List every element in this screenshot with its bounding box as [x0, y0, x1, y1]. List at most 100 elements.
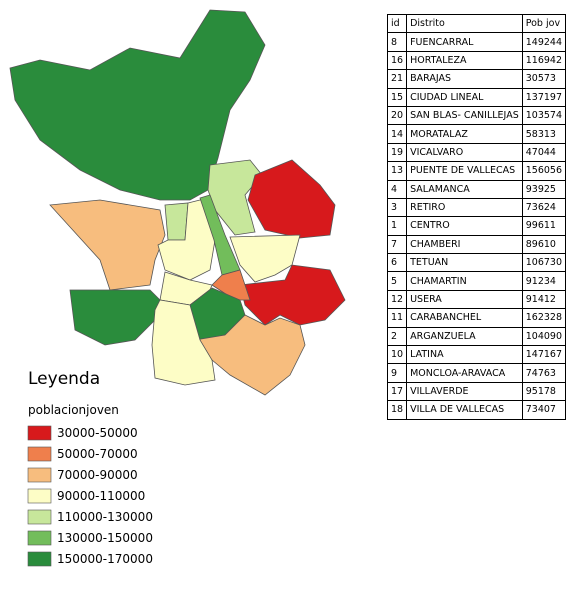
table-cell: 137197: [521, 87, 567, 107]
table-cell: PUENTE DE VALLECAS: [406, 161, 523, 181]
table-row: 7 CHAMBERI 89610: [386, 234, 567, 255]
district: [239, 264, 346, 326]
table-cell: 16: [386, 50, 408, 71]
table-cell: LATINA: [406, 345, 523, 365]
table-cell: 103574: [521, 105, 567, 126]
table-cell: RETIRO: [406, 197, 523, 218]
table-cell: SAN BLAS- CANILLEJAS: [406, 105, 523, 126]
table-cell: CHAMBERI: [406, 234, 523, 255]
districts: [9, 9, 346, 396]
table-row: 11 CARABANCHEL 162328: [386, 308, 567, 328]
table-cell: Distrito: [406, 13, 523, 34]
table-row: 4 SALAMANCA 93925: [386, 179, 567, 199]
table-cell: 162328: [521, 308, 567, 328]
table-row: 9 MONCLOA-ARAVACA 74763: [386, 363, 567, 383]
table-cell: 104090: [521, 326, 567, 347]
legend-swatch: [27, 425, 52, 441]
table-cell: 47044: [521, 142, 567, 163]
legend-label: 150000-170000: [57, 552, 153, 566]
table-cell: 7: [386, 234, 408, 255]
table-cell: 74763: [521, 363, 567, 383]
table-cell: CHAMARTIN: [406, 271, 523, 291]
table-cell: 116942: [521, 50, 567, 71]
table-cell: 19: [386, 142, 408, 163]
table-cell: 17: [386, 381, 408, 402]
table-row: 6 TETUAN 106730: [386, 253, 567, 273]
table-cell: 156056: [521, 161, 567, 181]
legend-swatch: [27, 488, 52, 504]
table-cell: BARAJAS: [406, 69, 523, 89]
district-table: id Distrito Pob jov 8 FUENCARRAL 149244 16 HORT…: [386, 13, 567, 420]
legend-swatch: [27, 509, 52, 525]
table-row: 5 CHAMARTIN 91234: [386, 271, 567, 291]
table-row: 14 MORATALAZ 58313: [386, 124, 567, 144]
legend-label: 130000-150000: [57, 531, 153, 545]
table-cell: Pob jov: [521, 13, 567, 34]
table-cell: 20: [386, 105, 408, 126]
district: [164, 202, 189, 241]
legend-label: 50000-70000: [57, 447, 138, 461]
table-row: 2 ARGANZUELA 104090: [386, 326, 567, 347]
district: [151, 299, 216, 386]
table-cell: 9: [386, 363, 408, 383]
legend-swatch: [27, 467, 52, 483]
table-cell: 13: [386, 161, 408, 181]
table-cell: 91234: [521, 271, 567, 291]
table-cell: 2: [386, 326, 408, 347]
table-cell: 149244: [521, 32, 567, 52]
table-row: 19 VICALVARO 47044: [386, 142, 567, 163]
table-cell: USERA: [406, 289, 523, 310]
table-cell: 15: [386, 87, 408, 107]
district: [69, 289, 161, 346]
table-cell: 5: [386, 271, 408, 291]
table-cell: 58313: [521, 124, 567, 144]
table-row: 18 VILLA DE VALLECAS 73407: [386, 400, 567, 420]
map: Leyenda poblacionjoven 30000-50000 50000-…: [9, 9, 346, 567]
legend-swatch: [27, 530, 52, 546]
table-cell: 99611: [521, 216, 567, 236]
table-row: 1 CENTRO 99611: [386, 216, 567, 236]
table-cell: MORATALAZ: [406, 124, 523, 144]
legend-swatch: [27, 446, 52, 462]
table-cell: CENTRO: [406, 216, 523, 236]
table-cell: 89610: [521, 234, 567, 255]
legend-label: 70000-90000: [57, 468, 138, 482]
legend-label: 110000-130000: [57, 510, 153, 524]
table-cell: 21: [386, 69, 408, 89]
table-cell: 3: [386, 197, 408, 218]
table-cell: id: [386, 13, 408, 34]
table-row: 3 RETIRO 73624: [386, 197, 567, 218]
district: [49, 199, 166, 291]
table-row: 17 VILLAVERDE 95178: [386, 381, 567, 402]
table-cell: 1: [386, 216, 408, 236]
table-cell: 10: [386, 345, 408, 365]
table-cell: VILLA DE VALLECAS: [406, 400, 523, 420]
table-row: 8 FUENCARRAL 149244: [386, 32, 567, 52]
table-cell: 8: [386, 32, 408, 52]
legend-subtitle: poblacionjoven: [28, 403, 119, 417]
table-cell: VICALVARO: [406, 142, 523, 163]
table-row: 20 SAN BLAS- CANILLEJAS 103574: [386, 105, 567, 126]
district: [9, 9, 266, 201]
table-cell: 12: [386, 289, 408, 310]
table-cell: 91412: [521, 289, 567, 310]
table-cell: CARABANCHEL: [406, 308, 523, 328]
table-cell: CIUDAD LINEAL: [406, 87, 523, 107]
table-row: 21 BARAJAS 30573: [386, 69, 567, 89]
district: [247, 159, 336, 239]
legend-swatch: [27, 551, 52, 567]
legend: 30000-50000 50000-70000 70000-90000 90000-1…: [27, 425, 153, 567]
table-cell: 4: [386, 179, 408, 199]
table-row: 12 USERA 91412: [386, 289, 567, 310]
table-cell: 30573: [521, 69, 567, 89]
table-cell: ARGANZUELA: [406, 326, 523, 347]
table-row: 10 LATINA 147167: [386, 345, 567, 365]
district: [229, 234, 301, 283]
table-cell: 18: [386, 400, 408, 420]
legend-title: Leyenda: [28, 369, 100, 389]
table-cell: 6: [386, 253, 408, 273]
table-cell: TETUAN: [406, 253, 523, 273]
table-row: 15 CIUDAD LINEAL 137197: [386, 87, 567, 107]
table-header: id Distrito Pob jov: [386, 13, 567, 34]
